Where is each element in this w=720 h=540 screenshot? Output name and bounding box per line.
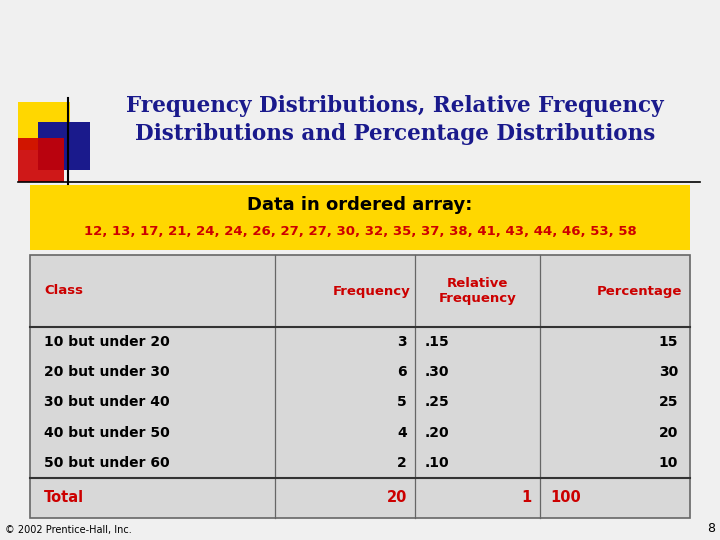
Bar	[30, 255, 690, 518]
Text: Class: Class	[44, 285, 83, 298]
Text: 40 but under 50: 40 but under 50	[44, 426, 170, 440]
Text: 10: 10	[659, 456, 678, 470]
Text: 20 but under 30: 20 but under 30	[44, 365, 170, 379]
Text: .15: .15	[425, 335, 450, 349]
Text: 25: 25	[659, 395, 678, 409]
Text: 12, 13, 17, 21, 24, 24, 26, 27, 27, 30, 32, 35, 37, 38, 41, 43, 44, 46, 53, 58: 12, 13, 17, 21, 24, 24, 26, 27, 27, 30, …	[84, 225, 636, 238]
Text: 15: 15	[659, 335, 678, 349]
Text: 20: 20	[387, 489, 407, 504]
Text: 10 but under 20: 10 but under 20	[44, 335, 170, 349]
Text: 20: 20	[659, 426, 678, 440]
Text: 6: 6	[397, 365, 407, 379]
Text: Frequency: Frequency	[332, 285, 410, 298]
Text: Relative
Frequency: Relative Frequency	[438, 277, 516, 305]
Text: 100: 100	[550, 489, 581, 504]
Text: Percentage: Percentage	[597, 285, 682, 298]
Text: .20: .20	[425, 426, 449, 440]
Text: 4: 4	[397, 426, 407, 440]
Text: © 2002 Prentice-Hall, Inc.: © 2002 Prentice-Hall, Inc.	[5, 525, 132, 535]
Text: 30: 30	[659, 365, 678, 379]
Text: 8: 8	[707, 522, 715, 535]
Text: 30 but under 40: 30 but under 40	[44, 395, 170, 409]
Text: .10: .10	[425, 456, 449, 470]
Bar	[18, 138, 64, 182]
Text: 3: 3	[397, 335, 407, 349]
Text: Data in ordered array:: Data in ordered array:	[247, 195, 473, 213]
Text: Frequency Distributions, Relative Frequency
Distributions and Percentage Distrib: Frequency Distributions, Relative Freque…	[126, 94, 664, 145]
Text: 2: 2	[397, 456, 407, 470]
Text: 5: 5	[397, 395, 407, 409]
Text: 50 but under 60: 50 but under 60	[44, 456, 170, 470]
Bar	[30, 185, 690, 250]
Text: Total: Total	[44, 489, 84, 504]
Bar	[38, 122, 90, 170]
Text: .25: .25	[425, 395, 450, 409]
Text: 1: 1	[522, 489, 532, 504]
Text: .30: .30	[425, 365, 449, 379]
Bar	[18, 102, 70, 150]
